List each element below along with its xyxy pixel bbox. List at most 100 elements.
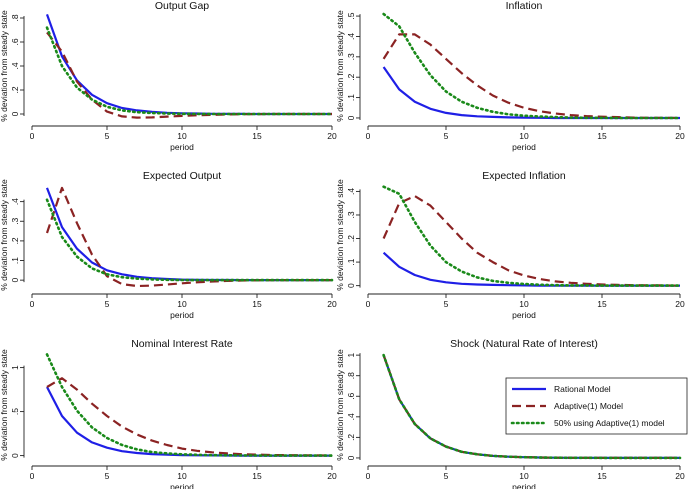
y-tick-label: .1 [10,257,20,264]
y-tick-label: .4 [346,188,356,195]
x-tick-label: 15 [252,131,262,141]
y-axis-label: % deviation from steady state [335,10,345,122]
y-tick-label: .2 [346,434,356,441]
x-tick-label: 20 [675,471,685,481]
x-tick-label: 15 [252,299,262,309]
chart-title: Output Gap [155,0,209,12]
x-tick-label: 5 [444,471,449,481]
y-tick-label: 0 [346,455,356,460]
chart-title: Expected Output [143,170,221,182]
x-tick-label: 20 [327,299,337,309]
legend-label: 50% using Adaptive(1) model [554,418,665,428]
x-tick-label: 15 [252,471,262,481]
x-tick-label: 10 [177,299,187,309]
series-line-1 [382,251,680,287]
series-line-3 [382,353,682,460]
chart-panel-5: Nominal Interest Rate 0 .5 1% deviation fro… [0,338,337,489]
y-tick-label: .6 [10,38,20,45]
y-tick-label: .5 [10,408,20,415]
y-tick-label: .3 [10,217,20,224]
y-axis-label: % deviation from steady state [335,349,345,461]
y-tick-label: .1 [346,94,356,101]
x-tick-label: 20 [675,131,685,141]
x-axis-label: period [512,482,536,489]
x-axis-label: period [170,142,194,152]
x-tick-label: 15 [597,299,607,309]
legend: Rational Model Adaptive(1) Model 50% using… [505,377,688,435]
y-tick-label: .4 [346,413,356,420]
y-tick-label: .3 [346,53,356,60]
x-tick-label: 0 [366,299,371,309]
x-tick-label: 10 [519,299,529,309]
y-tick-label: 1 [346,353,356,358]
series-line-2 [45,186,332,288]
x-tick-label: 5 [105,299,110,309]
y-tick-label: 1 [10,365,20,370]
y-axis-label: % deviation from steady state [0,10,9,122]
x-tick-label: 0 [366,131,371,141]
x-axis-label: period [512,142,536,152]
series-line-2 [46,377,333,457]
x-axis-label: period [170,310,194,320]
y-tick-label: .8 [346,372,356,379]
y-tick-label: .6 [346,392,356,399]
x-tick-label: 10 [177,471,187,481]
legend-label: Adaptive(1) Model [554,401,623,411]
chart-title: Inflation [506,0,543,12]
x-tick-label: 5 [444,131,449,141]
y-axis-label: % deviation from steady state [335,179,345,291]
x-tick-label: 0 [366,471,371,481]
x-tick-label: 15 [597,131,607,141]
series-line-3 [45,353,334,457]
series-line-3 [382,12,682,120]
x-tick-label: 5 [105,131,110,141]
y-tick-label: .8 [10,14,20,21]
y-tick-label: .3 [346,211,356,218]
x-tick-label: 5 [444,299,449,309]
x-tick-label: 10 [519,471,529,481]
legend-box [505,377,688,435]
chart-panel-2: Inflation 0 .1 .2 .3 .4 .5% deviation from ste… [335,0,685,152]
series-line-3 [382,185,682,287]
series-line-2 [46,31,332,119]
y-tick-label: 0 [10,278,20,283]
chart-panel-4: Expected Inflation 0 .1 .2 .3 .4% deviation f… [335,170,685,320]
series-line-3 [45,198,334,282]
chart-title: Nominal Interest Rate [131,338,233,350]
y-tick-label: .2 [10,237,20,244]
y-tick-label: .2 [346,235,356,242]
y-tick-label: .4 [10,62,20,69]
y-tick-label: 0 [10,453,20,458]
chart-panel-3: Expected Output 0 .1 .2 .3 .4% deviation from… [0,170,337,320]
x-axis-label: period [512,310,536,320]
x-tick-label: 5 [105,471,110,481]
y-tick-label: 0 [346,115,356,120]
x-tick-label: 0 [30,131,35,141]
x-tick-label: 10 [519,131,529,141]
y-axis-label: % deviation from steady state [0,179,9,291]
chart-title: Expected Inflation [482,170,566,182]
y-tick-label: .2 [10,86,20,93]
x-tick-label: 20 [675,299,685,309]
y-tick-label: 0 [10,111,20,116]
x-tick-label: 20 [327,471,337,481]
x-tick-label: 15 [597,471,607,481]
y-tick-label: .4 [10,198,20,205]
series-line-2 [382,33,681,120]
x-tick-label: 0 [30,299,35,309]
x-tick-label: 20 [327,131,337,141]
x-axis-label: period [170,482,194,489]
y-tick-label: .5 [346,12,356,19]
x-tick-label: 0 [30,471,35,481]
y-tick-label: .2 [346,73,356,80]
series-line-1 [46,386,332,457]
y-tick-label: .1 [346,258,356,265]
y-tick-label: 0 [346,283,356,288]
legend-label: Rational Model [554,384,611,394]
chart-panel-6: Shock (Natural Rate of Interest) 0 .2 .4 .6.… [335,338,688,489]
x-tick-label: 10 [177,131,187,141]
series-line-3 [45,26,334,116]
y-tick-label: .4 [346,33,356,40]
y-axis-label: % deviation from steady state [0,349,9,461]
